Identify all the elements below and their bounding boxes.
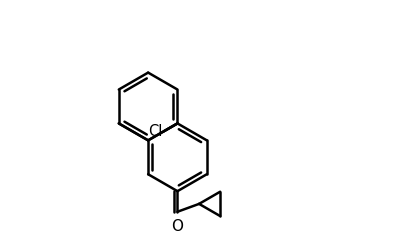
Text: O: O: [171, 219, 183, 234]
Text: Cl: Cl: [148, 124, 162, 139]
